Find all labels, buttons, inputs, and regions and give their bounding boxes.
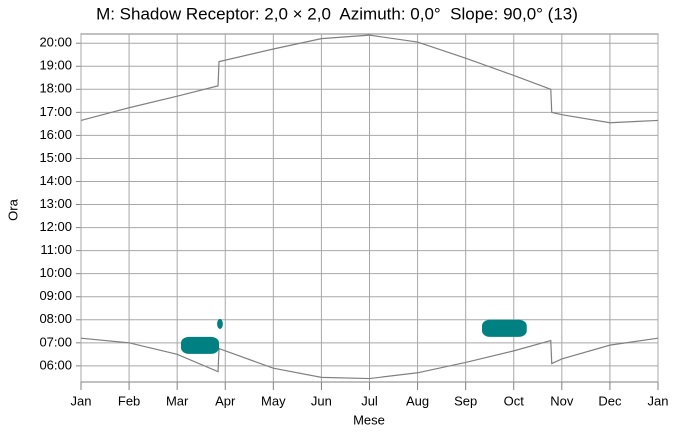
x-axis-label: Mese [353,412,385,427]
x-tick-label: Sep [454,393,477,408]
line [80,337,659,380]
y-tick-label: 13:00 [39,196,72,211]
y-tick-label: 12:00 [39,219,72,234]
y-tick-label: 06:00 [39,357,72,372]
y-tick-label: 20:00 [39,35,72,50]
x-tick-label: May [261,393,286,408]
chart-title: M: Shadow Receptor: 2,0 × 2,0 Azimuth: 0… [96,4,578,23]
y-tick-label: 16:00 [39,127,72,142]
y-tick-label: 15:00 [39,150,72,165]
x-tick-label: Aug [406,393,429,408]
x-tick-label: Jun [311,393,332,408]
x-tick-label: Jul [361,393,378,408]
y-tick-label: 19:00 [39,58,72,73]
x-tick-label: Oct [504,393,525,408]
y-tick-label: 14:00 [39,173,72,188]
shadow-period [181,336,219,354]
y-tick-label: 10:00 [39,265,72,280]
shadow-period [482,319,527,337]
y-tick-label: 11:00 [40,242,72,257]
x-tick-label: Feb [118,393,140,408]
y-tick-label: 08:00 [39,311,72,326]
x-tick-label: Mar [166,393,189,408]
y-axis-label: Ora [5,198,20,220]
line [80,34,659,124]
x-tick-label: Jan [71,393,92,408]
x-tick-label: Jan [648,393,669,408]
x-tick-label: Dec [598,393,622,408]
x-tick-label: Nov [550,393,574,408]
y-tick-label: 17:00 [39,104,72,119]
shadow-period [217,318,223,329]
y-tick-label: 09:00 [39,288,72,303]
x-tick-label: Apr [215,393,236,408]
y-tick-label: 18:00 [39,81,72,96]
y-tick-label: 07:00 [39,334,72,349]
